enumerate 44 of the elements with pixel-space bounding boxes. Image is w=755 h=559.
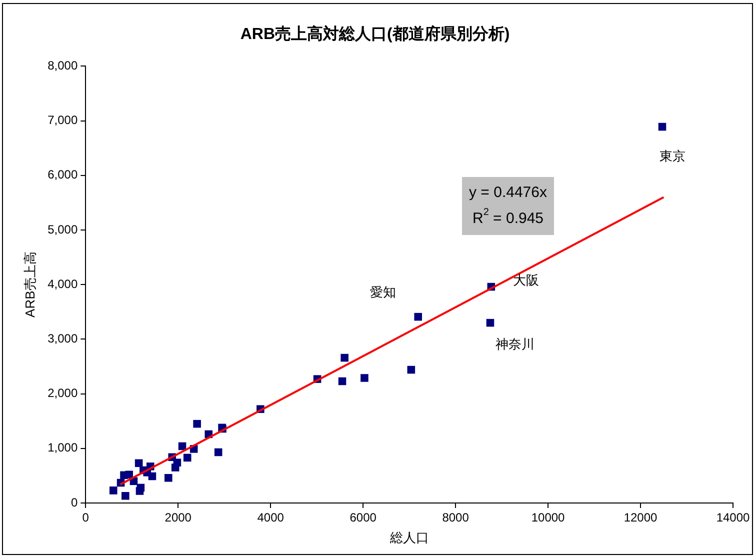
x-tick-label: 6000	[350, 510, 377, 525]
point	[486, 318, 494, 327]
point	[360, 374, 368, 382]
point	[658, 122, 666, 131]
y-tick-label: 2,000	[48, 386, 78, 400]
y-tick-label: 3,000	[48, 332, 78, 346]
y-tick-label: 1,000	[48, 440, 78, 455]
point	[407, 366, 416, 374]
x-tick-label: 14000	[716, 510, 750, 525]
y-tick-label: 4,000	[48, 276, 78, 291]
y-tick-label: 7,000	[48, 113, 78, 128]
x-tick-label: 12000	[624, 510, 658, 525]
point	[183, 454, 192, 462]
point	[109, 486, 118, 494]
annotation: 神奈川	[496, 336, 535, 352]
x-tick-label: 10000	[531, 510, 566, 525]
point	[134, 459, 143, 468]
point	[214, 448, 222, 456]
point	[136, 484, 145, 492]
point	[122, 492, 130, 500]
annotation: 愛知	[370, 284, 396, 300]
chart-title: ARB売上高対総人口(都道府県別分析)	[240, 24, 510, 44]
point	[173, 458, 182, 466]
y-axis-title: ARB売上高	[22, 252, 38, 318]
annotation: 東京	[659, 148, 686, 164]
point	[414, 312, 422, 321]
point	[178, 442, 186, 450]
x-tick-label: 2000	[164, 510, 192, 525]
y-tick-label: 6,000	[48, 168, 78, 182]
x-tick-label: 0	[82, 510, 90, 525]
y-tick-label: 5,000	[48, 222, 78, 236]
annotation: y = 0.4476x	[469, 184, 548, 202]
x-tick-label: 8000	[442, 510, 470, 525]
y-tick-label: 0	[70, 495, 78, 510]
y-tick-label: 8,000	[48, 58, 78, 73]
point	[164, 474, 172, 482]
x-axis-title: 総人口	[388, 530, 429, 545]
point	[125, 470, 133, 478]
x-tick-label: 4000	[257, 510, 284, 525]
annotation: 大阪	[513, 272, 540, 288]
point	[193, 420, 201, 428]
point	[148, 472, 156, 480]
point	[340, 354, 348, 362]
point	[338, 377, 346, 386]
